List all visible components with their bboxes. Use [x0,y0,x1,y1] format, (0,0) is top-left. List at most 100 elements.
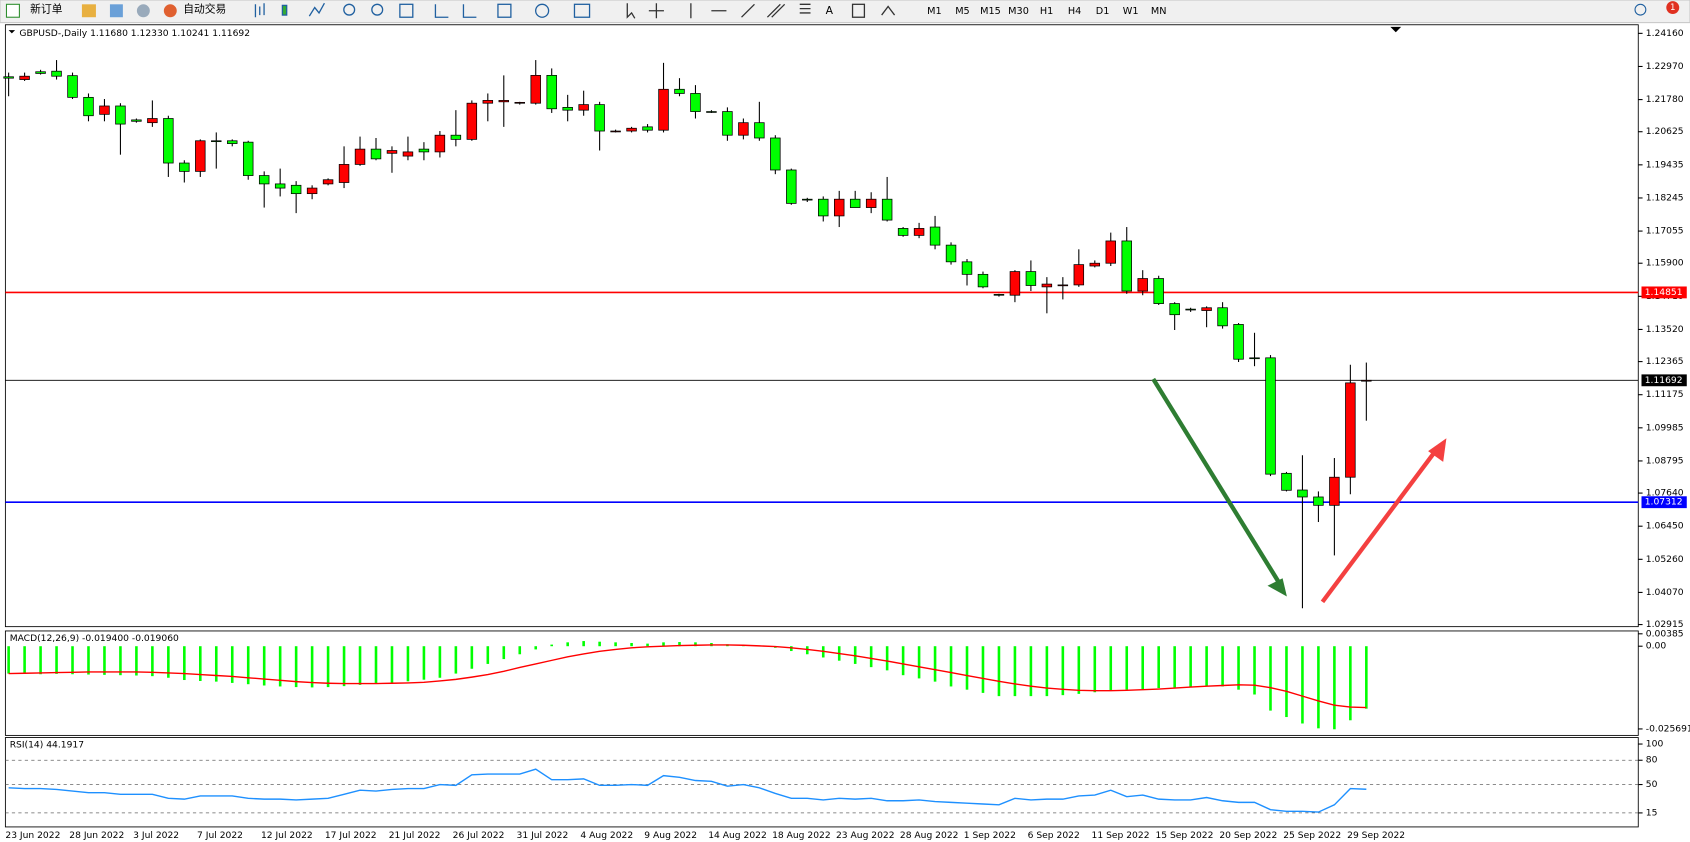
icon[interactable] [497,3,512,18]
icon[interactable] [281,4,288,16]
icon[interactable] [399,3,414,18]
zoom-out-icon[interactable] [371,3,384,16]
icon[interactable] [109,4,123,18]
candle-body [1185,308,1196,311]
y-tick-label: 0.00 [1646,642,1667,652]
toolbar-bg [0,0,1690,24]
candle-body [1217,307,1228,327]
y-tick-label: 0.00385 [1646,629,1684,639]
icon[interactable] [573,3,591,18]
macd-bar [183,646,186,681]
timeframe-button[interactable]: H4 [1068,6,1081,17]
candle-body [242,141,254,176]
candle-body [1281,472,1292,491]
icon[interactable] [535,3,550,18]
icon[interactable] [136,4,150,18]
timeframe-button[interactable]: H1 [1040,6,1053,17]
text-tool[interactable]: A [826,4,834,17]
macd-bar [997,646,1001,697]
icon[interactable] [308,2,325,17]
candle-body [147,118,158,124]
candle-body [1073,264,1085,286]
down-arrow [1151,377,1281,583]
macd-bar [470,646,474,669]
timeframe-button[interactable]: M1 [927,6,942,17]
crosshair-icon[interactable] [648,3,664,19]
macd-bar [278,646,282,687]
candle-body [274,183,286,189]
timeframe-group: M1 M5 M15 M30 H1 H4 D1 W1 MN [927,6,1166,17]
macd-bar [342,646,346,687]
candle-body [642,126,653,131]
up-arrow [1320,450,1437,604]
x-tick-label: 23 Jun 2022 [5,831,60,841]
candle-body [945,244,957,263]
candle-body [258,175,270,185]
macd-bar [246,646,250,685]
macd-bar [406,646,410,682]
macd-bar [534,646,538,650]
icon[interactable] [851,3,866,18]
candle-body [626,127,637,132]
candle-body [51,70,62,77]
candle-body [706,111,717,113]
icon[interactable] [434,4,477,18]
macd-bar [1125,646,1129,690]
timeframe-button[interactable]: W1 [1123,6,1139,17]
auto-trading-button[interactable]: 自动交易 [183,3,226,16]
candle-body [1121,240,1132,292]
icon[interactable] [881,5,896,16]
search-icon[interactable] [1634,3,1647,16]
icon[interactable] [799,3,811,14]
macd-bar [454,646,458,674]
candle-body [690,93,701,112]
candle-body [1345,382,1356,478]
icon[interactable] [254,3,265,18]
macd-bar [1349,646,1352,721]
icon[interactable] [81,4,96,18]
macd-bar [1221,646,1224,687]
y-tick-label: 1.18245 [1646,193,1684,203]
macd-bar [630,642,633,647]
notification-badge[interactable] [1666,1,1680,14]
x-tick-label: 6 Sep 2022 [1028,831,1080,841]
macd-bar [933,646,937,682]
timeframe-button[interactable]: D1 [1096,6,1110,17]
macd-bar [1269,646,1272,711]
macd-bar [869,646,873,668]
candle-body [1233,324,1244,360]
new-order-button[interactable]: 新订单 [30,3,63,16]
macd-bar [1205,646,1208,687]
macd-bar [901,646,905,676]
macd-bar [678,642,681,647]
macd-header: MACD(12,26,9) -0.019400 -0.019060 [10,634,179,644]
cursor-icon[interactable] [626,3,636,19]
x-tick-label: 25 Sep 2022 [1283,831,1341,841]
x-tick-label: 9 Aug 2022 [644,831,697,841]
timeframe-button[interactable]: M15 [980,6,1001,17]
timeframe-button[interactable]: M30 [1008,6,1029,17]
x-tick-label: 28 Aug 2022 [900,831,959,841]
new-order-icon[interactable] [5,3,20,18]
zoom-in-icon[interactable] [343,3,356,16]
draw-icon[interactable] [690,3,755,19]
macd-bar [566,642,569,647]
timeframe-button[interactable]: M5 [955,6,970,17]
macd-bar [199,646,202,681]
candle-body [115,105,126,125]
auto-trading-icon[interactable] [163,4,177,18]
candle-body [961,261,973,275]
macd-bar [55,646,58,674]
macd-bar [358,646,362,685]
macd-bar [949,646,953,687]
candle-body [658,88,669,131]
x-tick-label: 28 Jun 2022 [69,831,124,841]
timeframe-button[interactable]: MN [1151,6,1167,17]
candle-body [1313,496,1324,506]
candle-body [19,75,30,80]
icon[interactable] [766,3,786,18]
macd-bar [7,646,10,674]
candle-body [802,198,813,201]
